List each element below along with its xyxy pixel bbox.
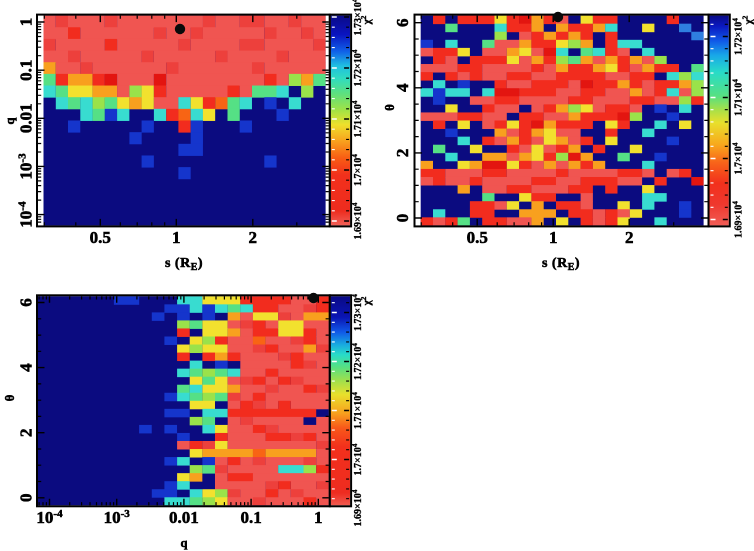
svg-text:0.5: 0.5 — [90, 228, 111, 247]
svg-text:1.69×104: 1.69×104 — [350, 202, 364, 239]
svg-text:1.73×104: 1.73×104 — [350, 294, 364, 331]
svg-text:1.72×104: 1.72×104 — [350, 49, 364, 86]
svg-text:0.01: 0.01 — [169, 508, 199, 527]
svg-text:s (RE): s (RE) — [542, 256, 580, 273]
svg-text:1.69×104: 1.69×104 — [350, 489, 364, 526]
svg-text:1.72×104: 1.72×104 — [731, 18, 745, 55]
svg-text:0.5: 0.5 — [467, 228, 488, 247]
svg-text:s (RE): s (RE) — [165, 256, 203, 273]
svg-text:0.01: 0.01 — [17, 103, 36, 133]
svg-text:0: 0 — [17, 494, 36, 503]
svg-text:χ2: χ2 — [741, 15, 754, 25]
svg-text:1.71×104: 1.71×104 — [350, 392, 364, 429]
svg-text:θ: θ — [383, 104, 397, 111]
svg-text:6: 6 — [17, 298, 36, 307]
svg-text:1.72×104: 1.72×104 — [350, 343, 364, 380]
svg-text:1.71×104: 1.71×104 — [731, 79, 745, 116]
svg-text:1.73×104: 1.73×104 — [350, 0, 364, 35]
svg-text:4: 4 — [393, 83, 412, 92]
svg-text:1: 1 — [549, 228, 558, 247]
svg-text:4: 4 — [17, 363, 36, 372]
svg-text:0.1: 0.1 — [240, 508, 261, 527]
svg-text:1.7×104: 1.7×104 — [350, 154, 364, 186]
svg-text:χ2: χ2 — [359, 15, 373, 25]
svg-text:2: 2 — [393, 149, 412, 158]
svg-text:2: 2 — [249, 228, 258, 247]
svg-text:6: 6 — [393, 18, 412, 27]
svg-text:q: q — [181, 536, 188, 550]
svg-text:θ: θ — [3, 395, 17, 402]
svg-text:2: 2 — [625, 228, 634, 247]
svg-text:q: q — [3, 117, 17, 124]
svg-text:1.69×104: 1.69×104 — [731, 201, 745, 238]
svg-text:1.71×104: 1.71×104 — [350, 100, 364, 137]
svg-text:2: 2 — [17, 428, 36, 437]
svg-text:1: 1 — [314, 508, 323, 527]
svg-text:1: 1 — [172, 228, 181, 247]
svg-text:χ2: χ2 — [359, 296, 373, 306]
svg-text:0.1: 0.1 — [17, 60, 36, 81]
svg-text:0: 0 — [393, 214, 412, 223]
svg-text:1: 1 — [17, 18, 36, 27]
svg-text:1.7×104: 1.7×104 — [731, 142, 745, 174]
svg-text:1.7×104: 1.7×104 — [350, 443, 364, 475]
